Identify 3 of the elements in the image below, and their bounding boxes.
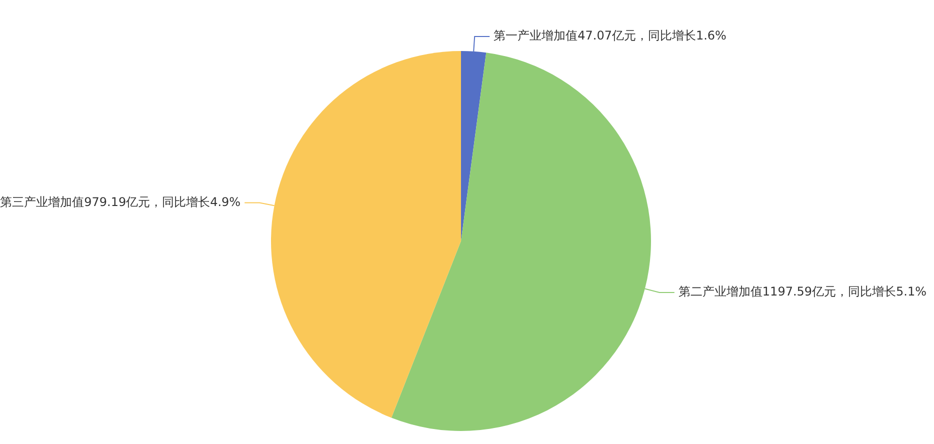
slice-label: 第一产业增加值47.07亿元，同比增长1.6% (494, 28, 726, 43)
slice-label: 第二产业增加值1197.59亿元，同比增长5.1% (678, 284, 927, 299)
slice-label: 第三产业增加值979.19亿元，同比增长4.9% (0, 194, 241, 209)
